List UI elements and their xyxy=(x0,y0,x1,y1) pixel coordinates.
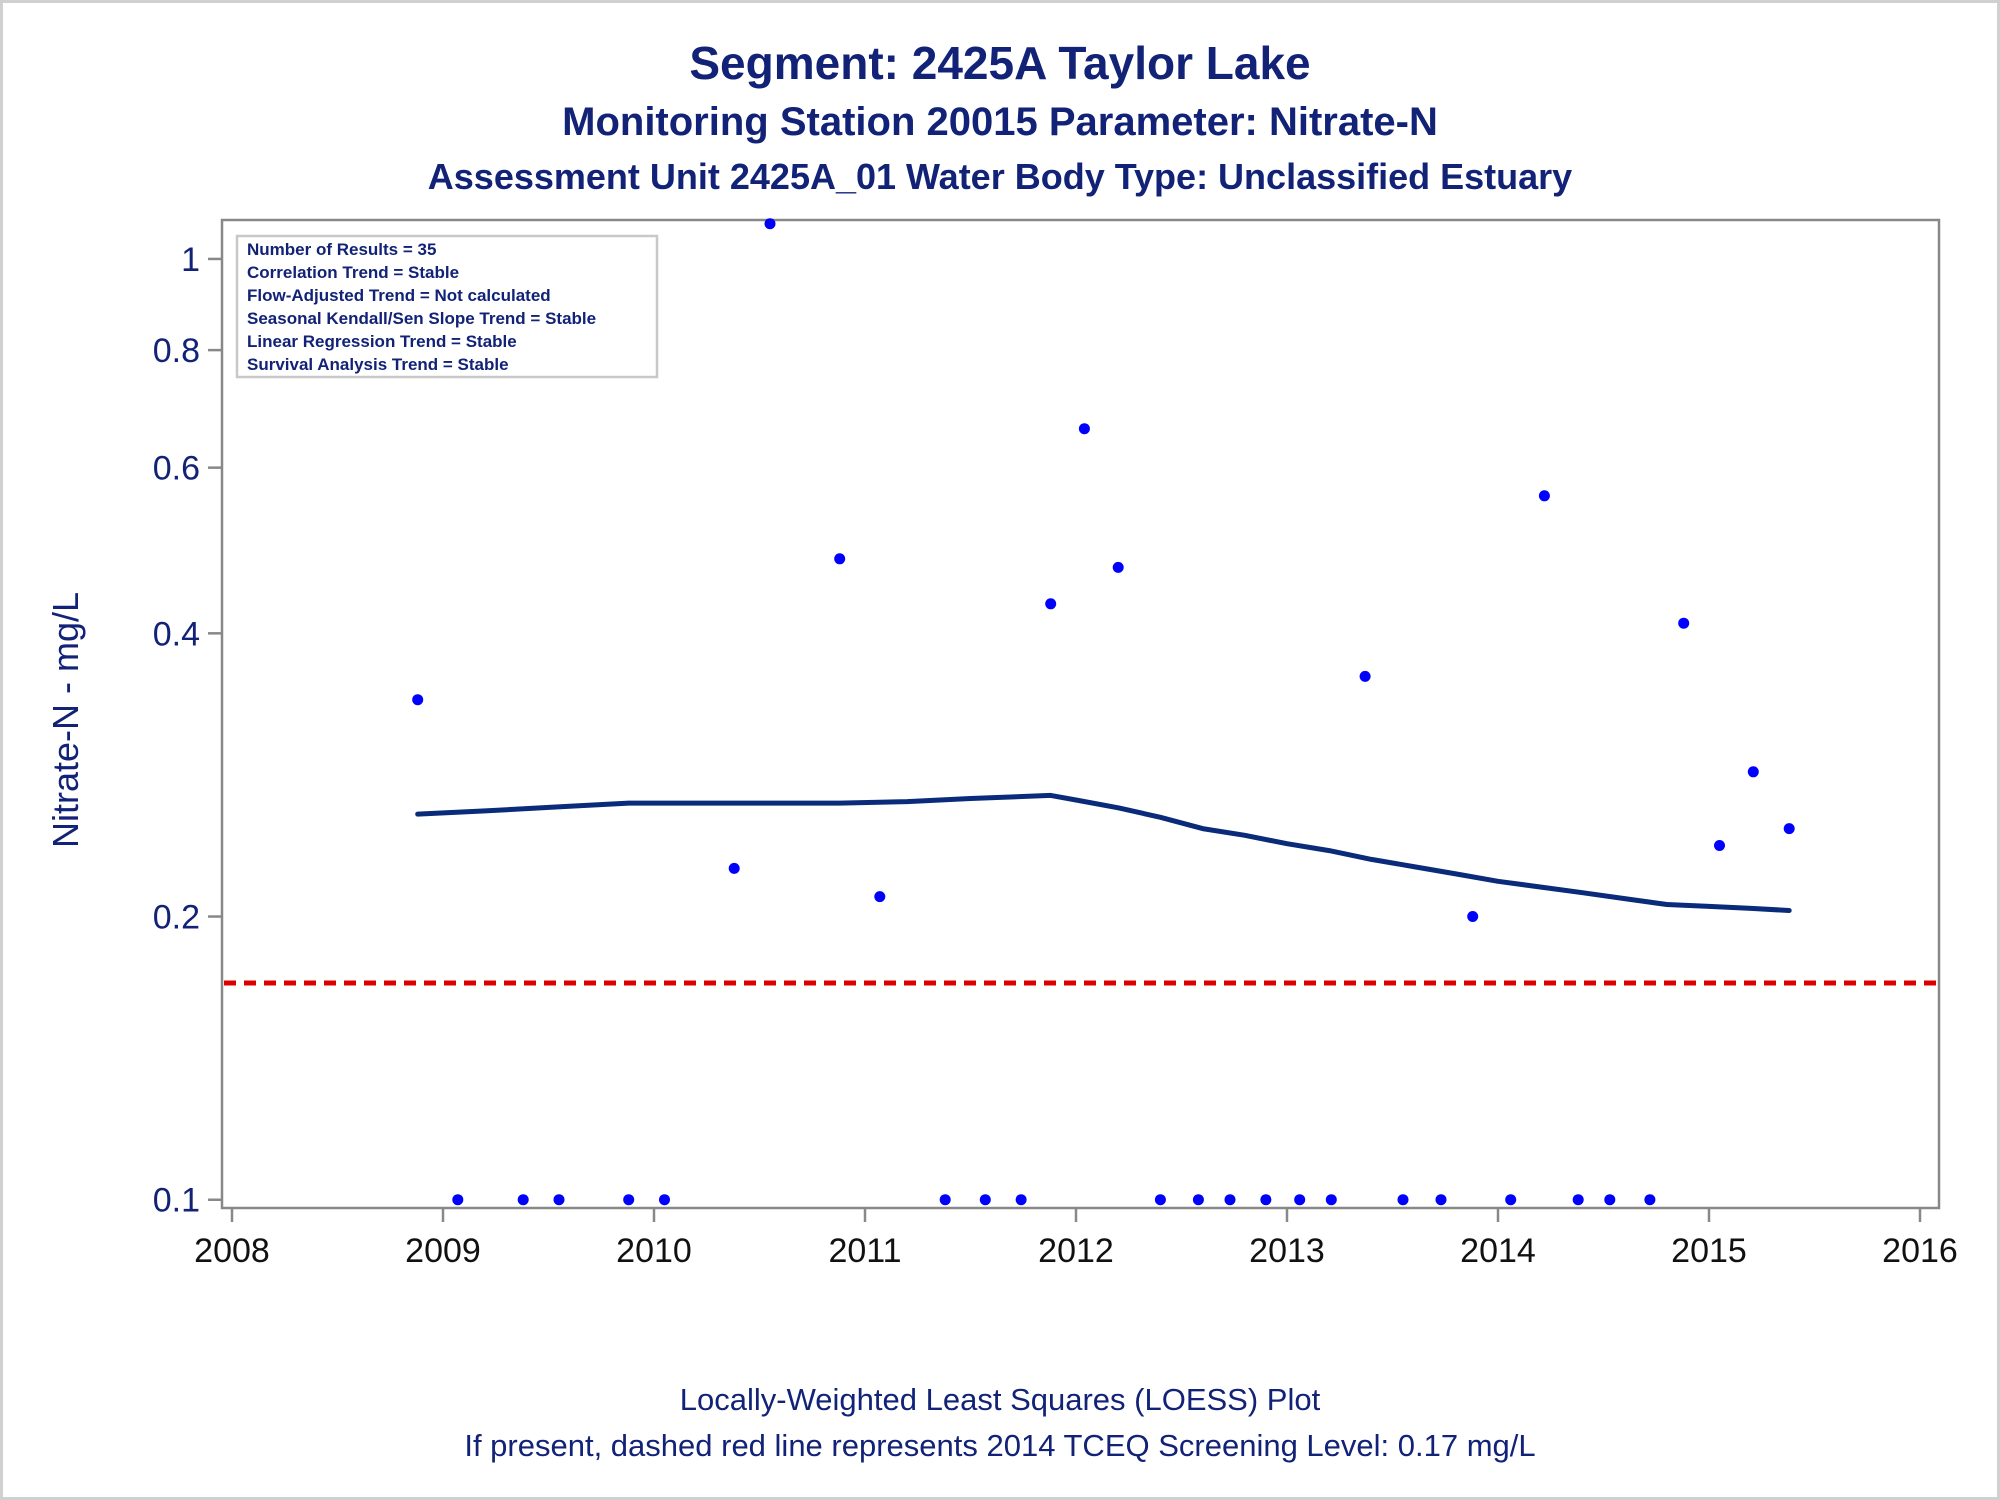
data-point xyxy=(764,218,776,230)
data-point xyxy=(1078,423,1090,435)
data-point xyxy=(1572,1194,1584,1206)
data-point xyxy=(1604,1194,1616,1206)
data-point xyxy=(412,694,424,706)
stats-legend-line: Seasonal Kendall/Sen Slope Trend = Stabl… xyxy=(247,309,596,328)
data-point xyxy=(1678,617,1690,629)
data-point xyxy=(874,891,886,903)
data-point xyxy=(1224,1194,1236,1206)
data-point xyxy=(553,1194,565,1206)
data-point xyxy=(1747,766,1759,778)
data-point xyxy=(1435,1194,1447,1206)
y-axis-label: Nitrate-N - mg/L xyxy=(45,592,86,848)
x-tick-label: 2011 xyxy=(828,1232,901,1270)
stats-legend-line: Linear Regression Trend = Stable xyxy=(247,332,517,351)
y-tick-label: 0.6 xyxy=(153,450,200,488)
x-tick-label: 2010 xyxy=(616,1232,692,1270)
stats-legend-box: Number of Results = 35 Correlation Trend… xyxy=(235,234,659,379)
data-point xyxy=(1397,1194,1409,1206)
data-point xyxy=(1192,1194,1204,1206)
data-point xyxy=(728,862,740,874)
y-tick-label: 0.4 xyxy=(153,615,200,653)
data-point xyxy=(517,1194,529,1206)
data-point xyxy=(1154,1194,1166,1206)
data-point xyxy=(1538,490,1550,502)
x-tick-label: 2016 xyxy=(1882,1232,1958,1270)
data-point xyxy=(1112,561,1124,573)
loess-curve xyxy=(415,792,1792,913)
chart-subtitle-assessment: Assessment Unit 2425A_01 Water Body Type… xyxy=(427,156,1573,197)
y-tick-label: 0.8 xyxy=(153,332,200,370)
footnote-loess: Locally-Weighted Least Squares (LOESS) P… xyxy=(679,1382,1321,1417)
data-point xyxy=(1294,1194,1306,1206)
x-tick-label: 2009 xyxy=(405,1232,481,1270)
data-point xyxy=(1015,1194,1027,1206)
data-point xyxy=(1359,670,1371,682)
y-tick-label: 0.2 xyxy=(153,899,200,937)
data-point xyxy=(1325,1194,1337,1206)
y-axis: 0.1 0.2 0.4 0.6 0.8 1 xyxy=(153,241,222,1220)
data-point xyxy=(1783,823,1795,835)
data-point xyxy=(452,1194,464,1206)
stats-legend-line: Number of Results = 35 xyxy=(247,240,436,259)
stats-legend-line: Correlation Trend = Stable xyxy=(247,263,459,282)
stats-legend-line: Survival Analysis Trend = Stable xyxy=(247,355,509,374)
chart-title: Segment: 2425A Taylor Lake xyxy=(689,37,1311,89)
plot-area xyxy=(220,218,1941,1210)
data-point xyxy=(1260,1194,1272,1206)
stats-legend-border xyxy=(235,234,659,379)
y-tick-label: 0.1 xyxy=(153,1182,200,1220)
chart-marks xyxy=(224,218,1937,1206)
data-point xyxy=(939,1194,951,1206)
x-tick-label: 2012 xyxy=(1038,1232,1114,1270)
stats-legend-line: Flow-Adjusted Trend = Not calculated xyxy=(247,286,551,305)
x-tick-label: 2014 xyxy=(1460,1232,1536,1270)
x-axis: 2008 2009 2010 2011 2012 2013 2014 2015 2016 xyxy=(194,1208,1958,1270)
data-point xyxy=(979,1194,991,1206)
data-point xyxy=(623,1194,635,1206)
x-tick-label: 2008 xyxy=(194,1232,270,1270)
data-point xyxy=(1714,840,1725,851)
x-tick-label: 2015 xyxy=(1671,1232,1747,1270)
data-point xyxy=(1505,1194,1517,1206)
data-point xyxy=(659,1194,670,1206)
data-point xyxy=(1644,1194,1656,1206)
data-point xyxy=(1467,911,1479,922)
data-point xyxy=(1045,598,1057,610)
footnote-screening-level: If present, dashed red line represents 2… xyxy=(464,1428,1536,1463)
x-tick-label: 2013 xyxy=(1249,1232,1325,1270)
y-tick-label: 1 xyxy=(181,241,200,279)
data-point xyxy=(834,553,846,565)
chart-subtitle-station: Monitoring Station 20015 Parameter: Nitr… xyxy=(562,100,1438,144)
